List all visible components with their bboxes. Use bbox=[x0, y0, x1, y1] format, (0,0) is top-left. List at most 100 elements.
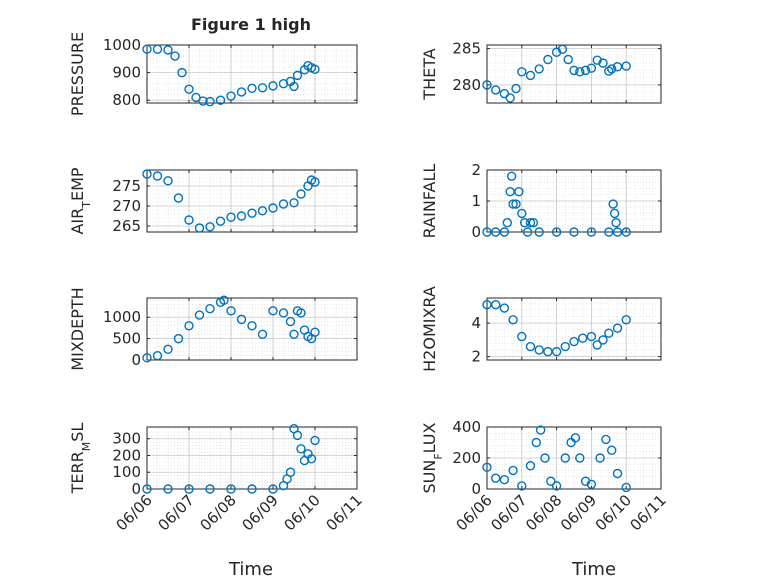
data-point bbox=[570, 433, 581, 443]
y-tick-label: 900 bbox=[112, 64, 141, 82]
axes-box bbox=[146, 426, 358, 490]
data-point bbox=[289, 81, 299, 92]
data-point bbox=[621, 227, 631, 237]
y-tick-label: 1000 bbox=[103, 308, 141, 326]
y-axis-label: SUNFLUX bbox=[420, 422, 445, 493]
data-point bbox=[609, 208, 620, 219]
y-axis-label: PRESSURE bbox=[68, 32, 87, 116]
data-point bbox=[289, 198, 299, 208]
data-point bbox=[310, 327, 320, 337]
y-tick-label: 400 bbox=[452, 418, 481, 436]
data-point bbox=[296, 444, 306, 454]
x-axis-label-right: Time bbox=[571, 559, 616, 580]
y-tick-label: 1000 bbox=[103, 36, 141, 54]
data-point bbox=[506, 171, 517, 181]
data-point bbox=[604, 66, 614, 76]
y-tick-label: 265 bbox=[112, 217, 141, 235]
data-point bbox=[198, 96, 208, 106]
data-point bbox=[612, 62, 623, 72]
data-point bbox=[560, 453, 570, 463]
data-point bbox=[551, 47, 562, 57]
data-point bbox=[563, 54, 573, 65]
x-tick-label: 06/10 bbox=[592, 491, 635, 534]
data-point bbox=[611, 217, 621, 228]
data-point bbox=[508, 199, 518, 209]
figure-title: Figure 1 high bbox=[191, 15, 311, 34]
data-point bbox=[601, 434, 611, 445]
data-point bbox=[268, 203, 278, 213]
data-point bbox=[540, 453, 550, 463]
data-point bbox=[268, 306, 278, 316]
y-axis-label: TERRMSL bbox=[68, 423, 93, 495]
x-tick-label: 06/08 bbox=[197, 491, 240, 534]
data-point bbox=[247, 321, 257, 331]
data-point bbox=[499, 475, 510, 485]
data-point bbox=[226, 91, 236, 101]
data-point bbox=[612, 323, 623, 333]
data-point bbox=[520, 217, 530, 228]
x-tick-label: 06/10 bbox=[281, 491, 324, 534]
data-point bbox=[511, 83, 521, 94]
data-point bbox=[170, 51, 180, 61]
data-point bbox=[236, 314, 247, 325]
data-point bbox=[173, 333, 184, 344]
data-point bbox=[607, 445, 617, 455]
data-point bbox=[194, 310, 205, 320]
data-point bbox=[205, 484, 215, 494]
y-tick-label: 275 bbox=[112, 177, 141, 195]
axes-box bbox=[486, 44, 662, 104]
y-tick-label: 280 bbox=[452, 76, 481, 94]
data-point bbox=[598, 58, 608, 68]
data-point bbox=[285, 467, 296, 477]
y-tick-label: 2 bbox=[471, 348, 481, 366]
data-point bbox=[621, 61, 631, 71]
data-point bbox=[152, 351, 163, 361]
data-point bbox=[592, 340, 602, 350]
data-point bbox=[586, 227, 597, 237]
data-point bbox=[517, 481, 527, 491]
data-point bbox=[612, 468, 623, 479]
data-point bbox=[177, 67, 187, 78]
data-point bbox=[184, 84, 194, 94]
data-point bbox=[517, 67, 527, 77]
data-point bbox=[152, 44, 163, 54]
y-axis-label: MIXDEPTH bbox=[68, 287, 87, 370]
y-tick-label: 2 bbox=[471, 161, 481, 179]
data-point bbox=[226, 306, 236, 316]
data-point bbox=[310, 177, 320, 187]
data-point bbox=[514, 186, 524, 197]
data-point bbox=[289, 329, 299, 340]
x-tick-label: 06/07 bbox=[487, 491, 530, 534]
data-point bbox=[205, 303, 215, 314]
data-point bbox=[586, 63, 597, 73]
data-point bbox=[163, 45, 173, 55]
data-point bbox=[292, 430, 303, 441]
data-point bbox=[306, 454, 317, 464]
y-tick-label: 800 bbox=[112, 91, 141, 109]
data-point bbox=[247, 83, 257, 94]
data-point bbox=[604, 227, 614, 237]
data-point bbox=[505, 186, 515, 197]
data-point bbox=[268, 484, 278, 494]
data-point bbox=[499, 227, 510, 237]
data-point bbox=[310, 64, 320, 75]
y-tick-label: 0 bbox=[471, 223, 481, 241]
data-point bbox=[152, 171, 163, 181]
data-point bbox=[491, 85, 501, 95]
data-point bbox=[534, 64, 544, 74]
data-point bbox=[236, 211, 247, 221]
data-point bbox=[621, 315, 631, 325]
data-point bbox=[310, 435, 320, 446]
data-point bbox=[595, 453, 605, 463]
axes-box bbox=[486, 297, 662, 361]
y-tick-label: 4 bbox=[471, 314, 481, 332]
y-tick-label: 500 bbox=[112, 330, 141, 348]
data-point bbox=[482, 300, 492, 310]
data-point bbox=[163, 176, 173, 186]
x-tick-label: 06/07 bbox=[155, 491, 198, 534]
axes-box bbox=[146, 297, 358, 361]
data-point bbox=[278, 199, 289, 209]
data-point bbox=[551, 346, 562, 357]
